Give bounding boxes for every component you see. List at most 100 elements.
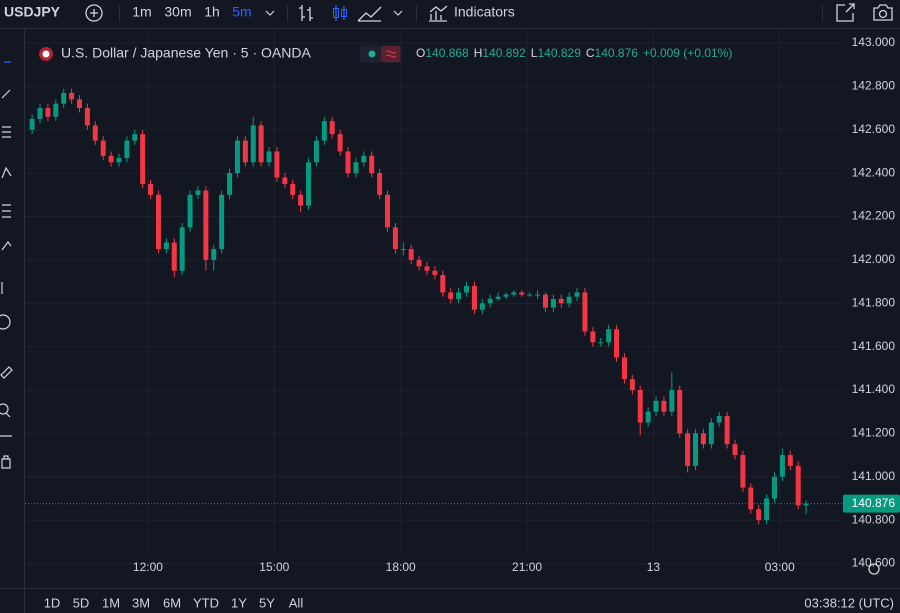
candle-body	[598, 342, 604, 344]
fib-tool[interactable]	[2, 126, 11, 138]
candle-body	[306, 162, 312, 206]
candle-body	[653, 400, 659, 412]
y-tick-label: 141.000	[852, 469, 896, 483]
candle-body	[495, 296, 501, 299]
candle-body	[456, 292, 462, 299]
delay-icon	[385, 50, 397, 58]
grid	[25, 29, 843, 564]
candle-body	[148, 183, 154, 195]
range-button[interactable]: 1Y	[231, 595, 247, 610]
y-tick-label: 142.200	[852, 209, 896, 223]
y-tick-label: 140.800	[852, 512, 896, 526]
share-button[interactable]	[836, 3, 855, 22]
candles-icon-body	[341, 9, 347, 17]
range-button[interactable]: All	[289, 595, 304, 610]
delay-badge	[381, 46, 401, 62]
ohlc-label: O	[416, 46, 425, 60]
trend-line-tool[interactable]	[1, 89, 11, 99]
interval-button[interactable]: 1h	[204, 4, 220, 20]
brush-tool[interactable]	[1, 241, 12, 251]
candle-body	[471, 285, 477, 310]
pattern-tool[interactable]	[1, 166, 12, 179]
candle-body	[76, 99, 82, 109]
forecast-tool[interactable]	[2, 204, 11, 218]
settings-button[interactable]	[868, 563, 880, 575]
drawing-tools	[0, 61, 13, 469]
candle-body	[195, 190, 201, 195]
candle-body	[219, 194, 225, 250]
interval-menu[interactable]	[265, 10, 275, 16]
candle-body	[432, 270, 438, 276]
candle-body	[550, 298, 556, 308]
symbol-name[interactable]: USDJPY	[4, 4, 61, 20]
y-tick-label: 142.600	[852, 122, 896, 136]
candle-body	[100, 140, 106, 156]
area-icon[interactable]	[357, 6, 382, 22]
candle-body	[227, 173, 233, 195]
candle-body	[385, 194, 391, 228]
candle-body	[369, 155, 375, 174]
candle-body	[424, 266, 430, 271]
candle-body	[637, 389, 643, 423]
y-tick-label: 142.800	[852, 79, 896, 93]
range-button[interactable]: 5Y	[259, 595, 275, 610]
interval-button[interactable]: 5m	[232, 4, 251, 20]
range-button[interactable]: 6M	[163, 595, 181, 610]
bars-icon[interactable]	[299, 5, 313, 21]
candle-body	[329, 121, 335, 135]
candle-body	[677, 389, 683, 434]
measure-tool[interactable]	[0, 366, 13, 379]
zoom-tool[interactable]	[0, 403, 9, 415]
candle-body	[606, 329, 612, 343]
lock-tool[interactable]	[1, 455, 11, 469]
market-open-dot	[368, 50, 376, 58]
x-tick-label: 15:00	[259, 560, 289, 574]
candle-body	[716, 416, 722, 423]
candle-body	[116, 157, 122, 163]
x-tick-label: 21:00	[512, 560, 542, 574]
candle-body	[171, 242, 177, 271]
candle-body	[645, 411, 651, 423]
candle-body	[621, 357, 627, 380]
y-tick-label: 142.000	[852, 252, 896, 266]
add-symbol-button[interactable]	[85, 4, 103, 22]
top-toolbar	[0, 0, 900, 28]
candle-body	[345, 151, 351, 174]
snapshot-button[interactable]	[873, 4, 893, 21]
range-button[interactable]: 3M	[132, 595, 150, 610]
ohlc-value: 140.892	[482, 46, 526, 60]
candle-body	[45, 108, 51, 117]
snapshot-lens	[878, 9, 888, 19]
candle-body	[661, 400, 667, 412]
symbol-title: U.S. Dollar / Japanese Yen · 5 · OANDA	[61, 45, 311, 61]
candle-body	[772, 476, 778, 499]
range-button[interactable]: 1M	[102, 595, 120, 610]
candles-icon[interactable]	[335, 5, 345, 21]
candle-body	[590, 331, 596, 343]
candle-body	[542, 294, 548, 308]
indicators-button[interactable]: Indicators	[454, 4, 515, 20]
chart-type-menu[interactable]	[393, 10, 403, 16]
candle-body	[566, 296, 572, 304]
y-tick-label: 140.600	[852, 556, 896, 570]
candle-body	[211, 249, 217, 260]
candles-icon-body	[333, 8, 339, 18]
ohlc-label: H	[474, 46, 483, 60]
range-button[interactable]: 1D	[44, 595, 61, 610]
clock[interactable]: 03:38:12 (UTC)	[804, 595, 894, 610]
candle-body	[779, 455, 785, 477]
price-tag-label: 140.876	[852, 496, 896, 510]
y-tick-label: 143.000	[852, 35, 896, 49]
interval-button[interactable]: 30m	[164, 4, 191, 20]
candle-body	[353, 162, 359, 174]
ohlc-label: C	[586, 46, 595, 60]
interval-button[interactable]: 1m	[132, 4, 151, 20]
range-button[interactable]: 5D	[73, 595, 90, 610]
candle-body	[282, 177, 288, 184]
indicators-icon[interactable]	[429, 5, 448, 22]
emoji-tool[interactable]	[0, 314, 11, 330]
candle-body	[748, 487, 754, 510]
range-button[interactable]: YTD	[193, 595, 219, 610]
